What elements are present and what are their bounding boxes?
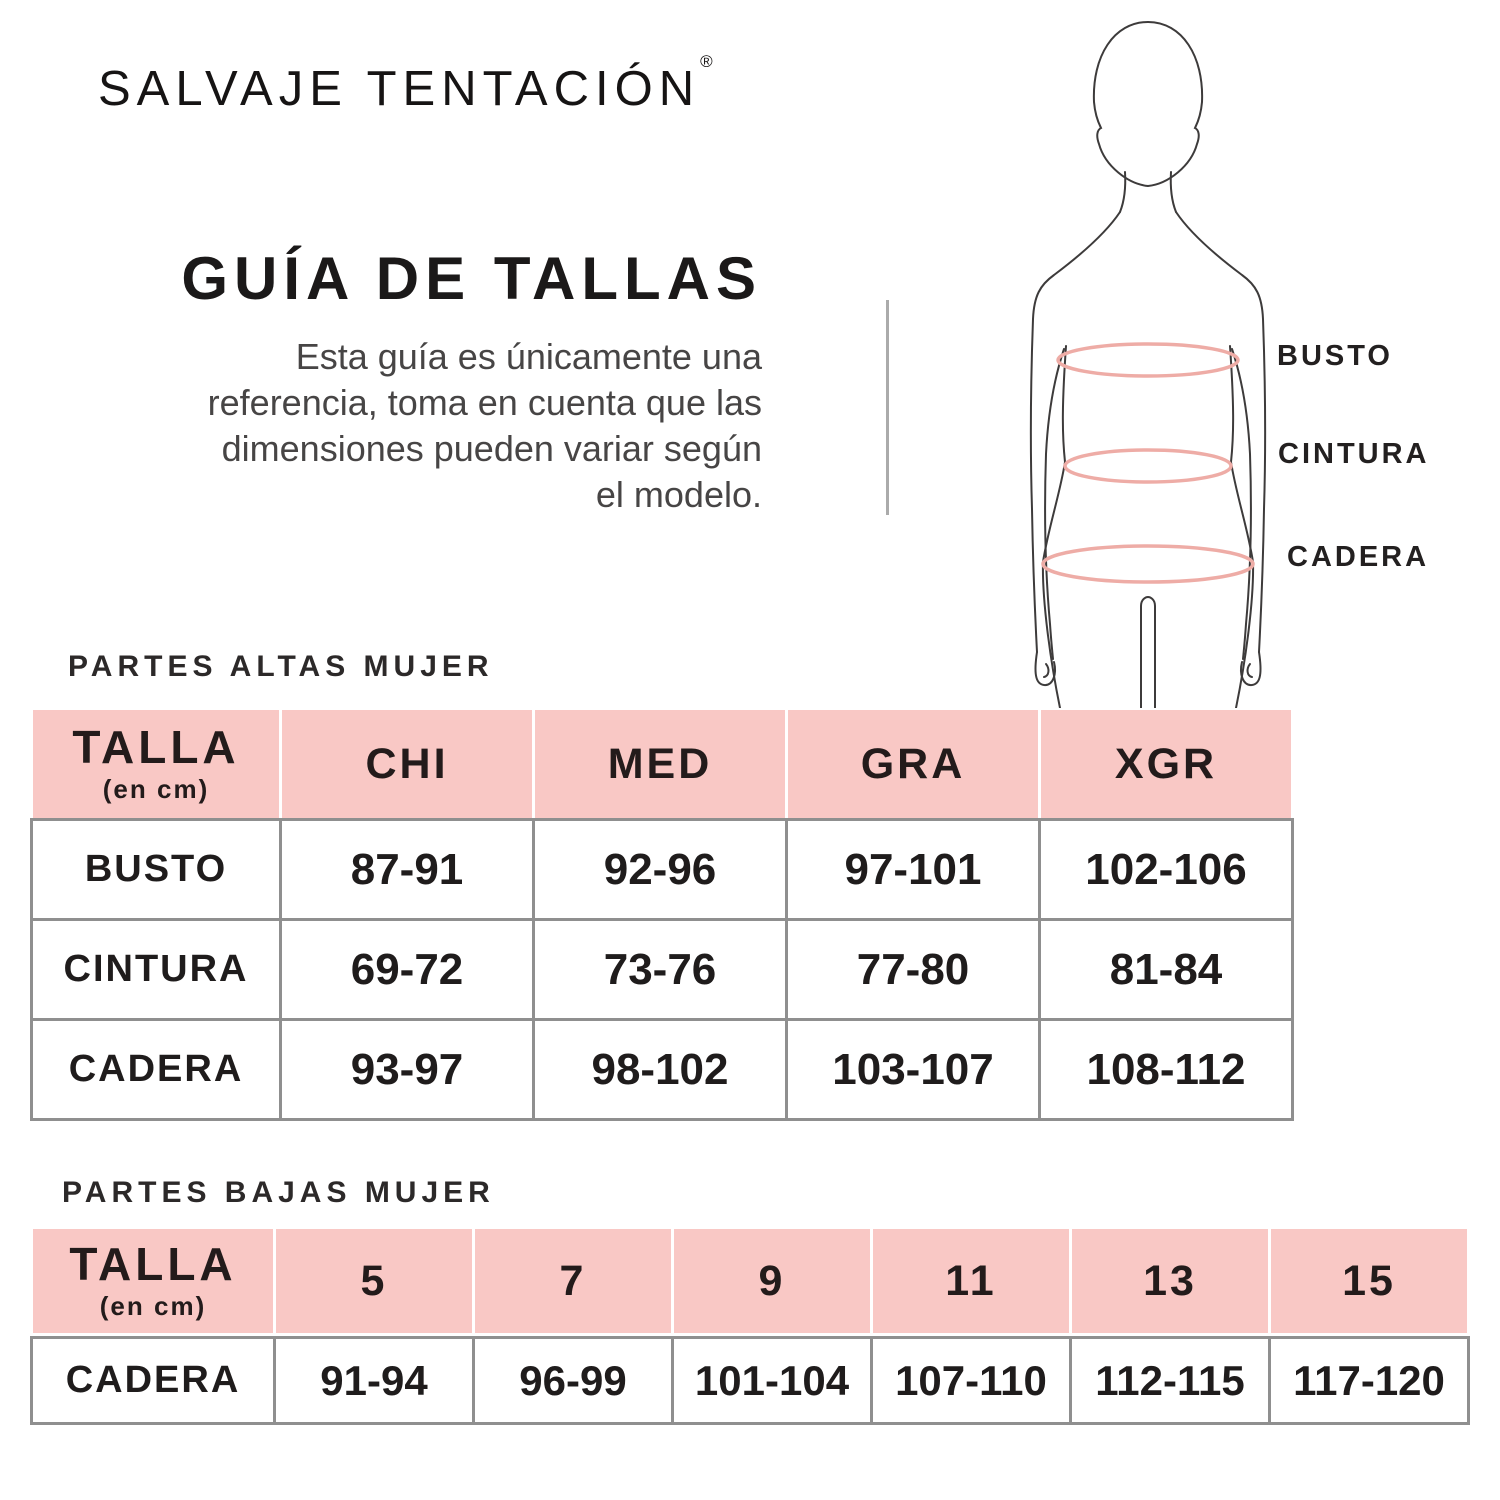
size-header-cell: 15 <box>1271 1229 1467 1333</box>
partes-bajas-table-body: CADERA 91-94 96-99 101-104 107-110 112-1… <box>30 1336 1470 1425</box>
size-header-label: CHI <box>365 739 449 788</box>
talla-header-label: TALLA <box>72 720 240 773</box>
size-header-label: 5 <box>360 1256 388 1305</box>
cintura-label: CINTURA <box>1278 438 1430 470</box>
body-silhouette-illustration <box>1029 20 1267 708</box>
value-cell: 98-102 <box>535 1021 785 1118</box>
size-header-label: XGR <box>1114 739 1218 788</box>
value-cell: 107-110 <box>873 1339 1069 1422</box>
row-label-cell: CADERA <box>33 1339 273 1422</box>
intro-description-line: dimensiones pueden variar según <box>221 428 762 469</box>
talla-header-cell: TALLA (en cm) <box>33 710 279 818</box>
value-cell: 108-112 <box>1041 1021 1291 1118</box>
size-header-cell: MED <box>535 710 785 818</box>
brand-logo: SALVAJE TENTACIÓN® <box>98 52 713 117</box>
partes-altas-table-header: TALLA (en cm) CHI MED GRA XGR <box>33 710 1291 818</box>
size-header-label: 15 <box>1342 1256 1396 1305</box>
size-header-label: GRA <box>860 739 966 788</box>
size-header-cell: 13 <box>1072 1229 1268 1333</box>
value-cell: 97-101 <box>788 821 1038 918</box>
value-cell: 101-104 <box>674 1339 870 1422</box>
section-title-partes-altas: PARTES ALTAS MUJER <box>68 650 494 683</box>
value-cell: 81-84 <box>1041 921 1291 1018</box>
partes-bajas-table-header: TALLA (en cm) 5 7 9 11 13 15 <box>33 1229 1467 1333</box>
cadera-label: CADERA <box>1287 541 1430 573</box>
value-cell: 102-106 <box>1041 821 1291 918</box>
row-label-cell: CINTURA <box>33 921 279 1018</box>
size-header-cell: 5 <box>276 1229 472 1333</box>
intro-description: Esta guía es únicamente una referencia, … <box>2 334 762 518</box>
value-cell: 77-80 <box>788 921 1038 1018</box>
measurement-lines <box>1041 342 1255 584</box>
size-header-label: MED <box>607 739 713 788</box>
value-cell: 93-97 <box>282 1021 532 1118</box>
value-cell: 87-91 <box>282 821 532 918</box>
value-cell: 103-107 <box>788 1021 1038 1118</box>
body-outline <box>1029 20 1267 708</box>
size-header-label: 13 <box>1143 1256 1197 1305</box>
size-header-label: 7 <box>559 1256 587 1305</box>
size-header-cell: CHI <box>282 710 532 818</box>
value-cell: 92-96 <box>535 821 785 918</box>
brand-name: SALVAJE TENTACIÓN <box>98 62 701 116</box>
value-cell: 96-99 <box>475 1339 671 1422</box>
value-cell: 69-72 <box>282 921 532 1018</box>
intro-description-line: el modelo. <box>595 474 762 515</box>
size-header-cell: GRA <box>788 710 1038 818</box>
busto-measure-line <box>1056 342 1240 378</box>
intro-description-line: referencia, toma en cuenta que las <box>207 382 762 423</box>
row-label-cell: BUSTO <box>33 821 279 918</box>
size-header-cell: XGR <box>1041 710 1291 818</box>
busto-label: BUSTO <box>1277 340 1393 372</box>
section-title-partes-bajas: PARTES BAJAS MUJER <box>62 1176 495 1209</box>
size-header-cell: 7 <box>475 1229 671 1333</box>
intro-description-line: Esta guía es únicamente una <box>295 336 762 377</box>
value-cell: 73-76 <box>535 921 785 1018</box>
talla-header-unit: (en cm) <box>102 773 210 804</box>
value-cell: 112-115 <box>1072 1339 1268 1422</box>
partes-altas-table-body: BUSTO 87-91 92-96 97-101 102-106 CINTURA… <box>30 818 1294 1121</box>
size-header-label: 9 <box>758 1256 786 1305</box>
cintura-measure-line <box>1063 448 1233 484</box>
size-header-cell: 9 <box>674 1229 870 1333</box>
row-label-cell: CADERA <box>33 1021 279 1118</box>
size-header-cell: 11 <box>873 1229 1069 1333</box>
registered-mark: ® <box>700 52 713 71</box>
size-header-label: 11 <box>945 1256 997 1305</box>
value-cell: 91-94 <box>276 1339 472 1422</box>
talla-header-label: TALLA <box>69 1237 237 1290</box>
talla-header-unit: (en cm) <box>99 1290 207 1321</box>
value-cell: 117-120 <box>1271 1339 1467 1422</box>
talla-header-cell: TALLA (en cm) <box>33 1229 273 1333</box>
vertical-divider <box>886 300 889 515</box>
page-title: GUÍA DE TALLAS <box>181 245 762 312</box>
cadera-measure-line <box>1041 544 1255 584</box>
